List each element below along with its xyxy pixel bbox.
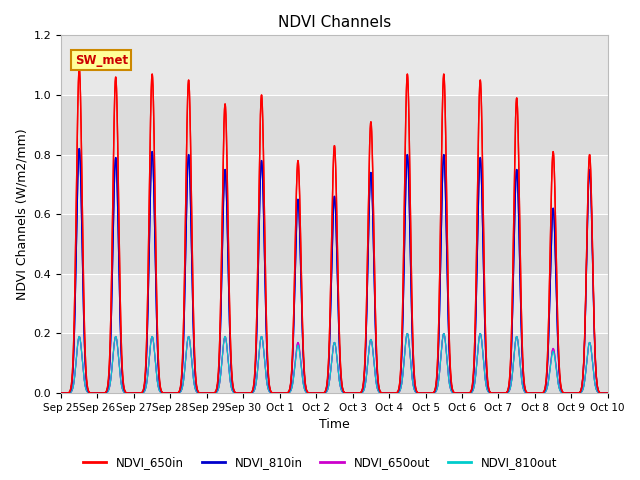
Y-axis label: NDVI Channels (W/m2/mm): NDVI Channels (W/m2/mm) — [15, 129, 28, 300]
Bar — [61, 334, 608, 393]
Bar — [61, 155, 608, 214]
Bar — [61, 95, 608, 155]
Title: NDVI Channels: NDVI Channels — [278, 15, 391, 30]
Legend: NDVI_650in, NDVI_810in, NDVI_650out, NDVI_810out: NDVI_650in, NDVI_810in, NDVI_650out, NDV… — [78, 452, 562, 474]
Bar — [61, 274, 608, 334]
Text: SW_met: SW_met — [75, 54, 128, 67]
X-axis label: Time: Time — [319, 419, 350, 432]
Bar — [61, 36, 608, 95]
Bar — [61, 214, 608, 274]
